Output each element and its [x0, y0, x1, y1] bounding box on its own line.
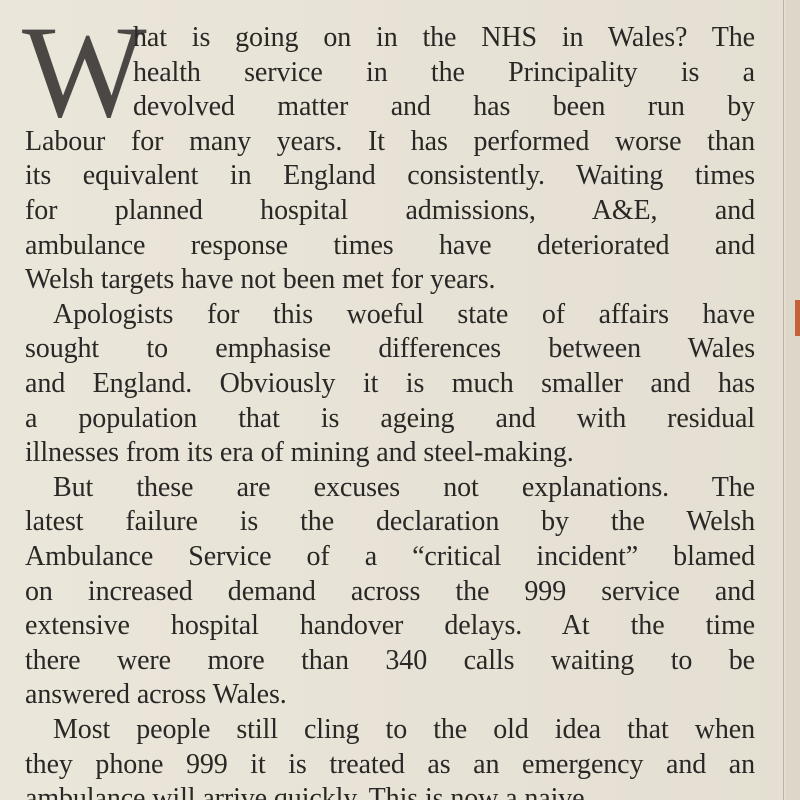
text-line: its equivalent in England consistently. …: [25, 160, 755, 192]
text-line: sought to emphasise differences between …: [25, 333, 755, 365]
text-line: latest failure is the declaration by the…: [25, 506, 755, 538]
text-line: devolved matter and has been run by: [133, 91, 755, 123]
text-line: Ambulance Service of a “critical inciden…: [25, 541, 755, 572]
text-line: Most people still cling to the old idea …: [53, 714, 755, 745]
text-line: on increased demand across the 999 servi…: [25, 575, 755, 607]
text-line: hat is going on in the NHS in Wales? The: [133, 22, 755, 53]
text-line: a population that is ageing and with res…: [25, 402, 755, 434]
text-line: for planned hospital admissions, A&E, an…: [25, 195, 755, 226]
text-line: ambulance response times have deteriorat…: [25, 229, 755, 261]
text-line: there were more than 340 calls waiting t…: [25, 644, 755, 676]
text-line: and England. Obviously it is much smalle…: [25, 368, 755, 399]
adjacent-column: [786, 0, 800, 800]
text-line: ambulance will arrive quickly. This is n…: [25, 783, 585, 800]
text-line: Labour for many years. It has performed …: [25, 125, 755, 157]
column-rule: [783, 0, 784, 800]
text-line: But these are excuses not explanations. …: [53, 471, 755, 503]
color-mark: [795, 300, 800, 336]
text-line: health service in the Principality is a: [133, 56, 755, 88]
text-line: extensive hospital handover delays. At t…: [25, 610, 755, 642]
text-line: Apologists for this woeful state of affa…: [53, 298, 755, 330]
text-line: answered across Wales.: [25, 679, 287, 711]
text-line: they phone 999 it is treated as an emerg…: [25, 748, 755, 780]
drop-cap: W: [22, 0, 147, 145]
text-line: Welsh targets have not been met for year…: [25, 264, 496, 296]
text-line: illnesses from its era of mining and ste…: [25, 437, 574, 469]
